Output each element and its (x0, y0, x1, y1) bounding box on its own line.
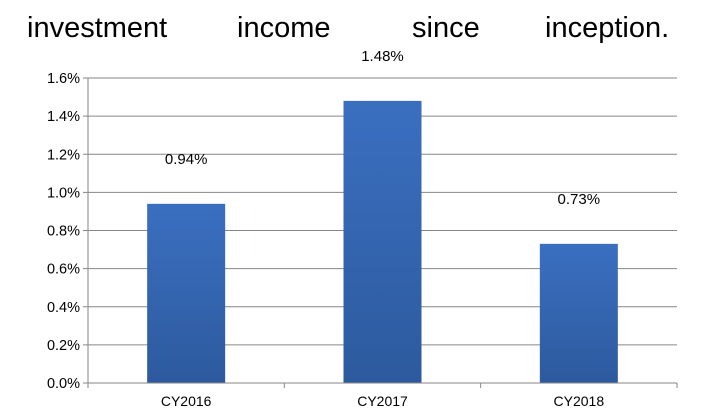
lead-text-line: investment income since inception. (0, 0, 705, 60)
y-tick-label: 0.2% (47, 338, 80, 354)
y-tick-label: 1.0% (47, 185, 80, 201)
lead-word-1: investment (27, 12, 168, 44)
x-category-label: CY2017 (357, 393, 408, 409)
data-label: 1.48% (361, 48, 404, 65)
y-tick-label: 0.0% (47, 376, 80, 392)
y-tick-label: 1.2% (47, 147, 80, 163)
lead-word-2: income (237, 12, 331, 44)
data-label: 0.73% (558, 191, 601, 208)
bar-cy2018 (539, 243, 618, 383)
lead-word-4: inception. (545, 12, 670, 44)
x-axis: CY2016 CY2017 CY2018 (87, 382, 678, 409)
x-category-label: CY2016 (161, 393, 212, 409)
x-category-label: CY2018 (554, 393, 605, 409)
bar-cy2016 (147, 203, 226, 383)
y-tick-label: 1.6% (47, 71, 80, 87)
y-tick-label: 1.4% (47, 109, 80, 125)
data-label: 0.94% (165, 151, 208, 168)
lead-word-3: since (412, 12, 480, 44)
y-axis-tick-labels: 0.0% 0.2% 0.4% 0.6% 0.8% 1.0% 1.2% 1.4% 1.6% (47, 71, 80, 392)
bars (147, 100, 618, 383)
y-tick-label: 0.4% (47, 300, 80, 316)
y-tick-label: 0.8% (47, 224, 80, 240)
y-tick-label: 0.6% (47, 262, 80, 278)
bar-cy2017 (343, 100, 422, 383)
data-labels: 0.94% 1.48% 0.73% (165, 48, 600, 208)
